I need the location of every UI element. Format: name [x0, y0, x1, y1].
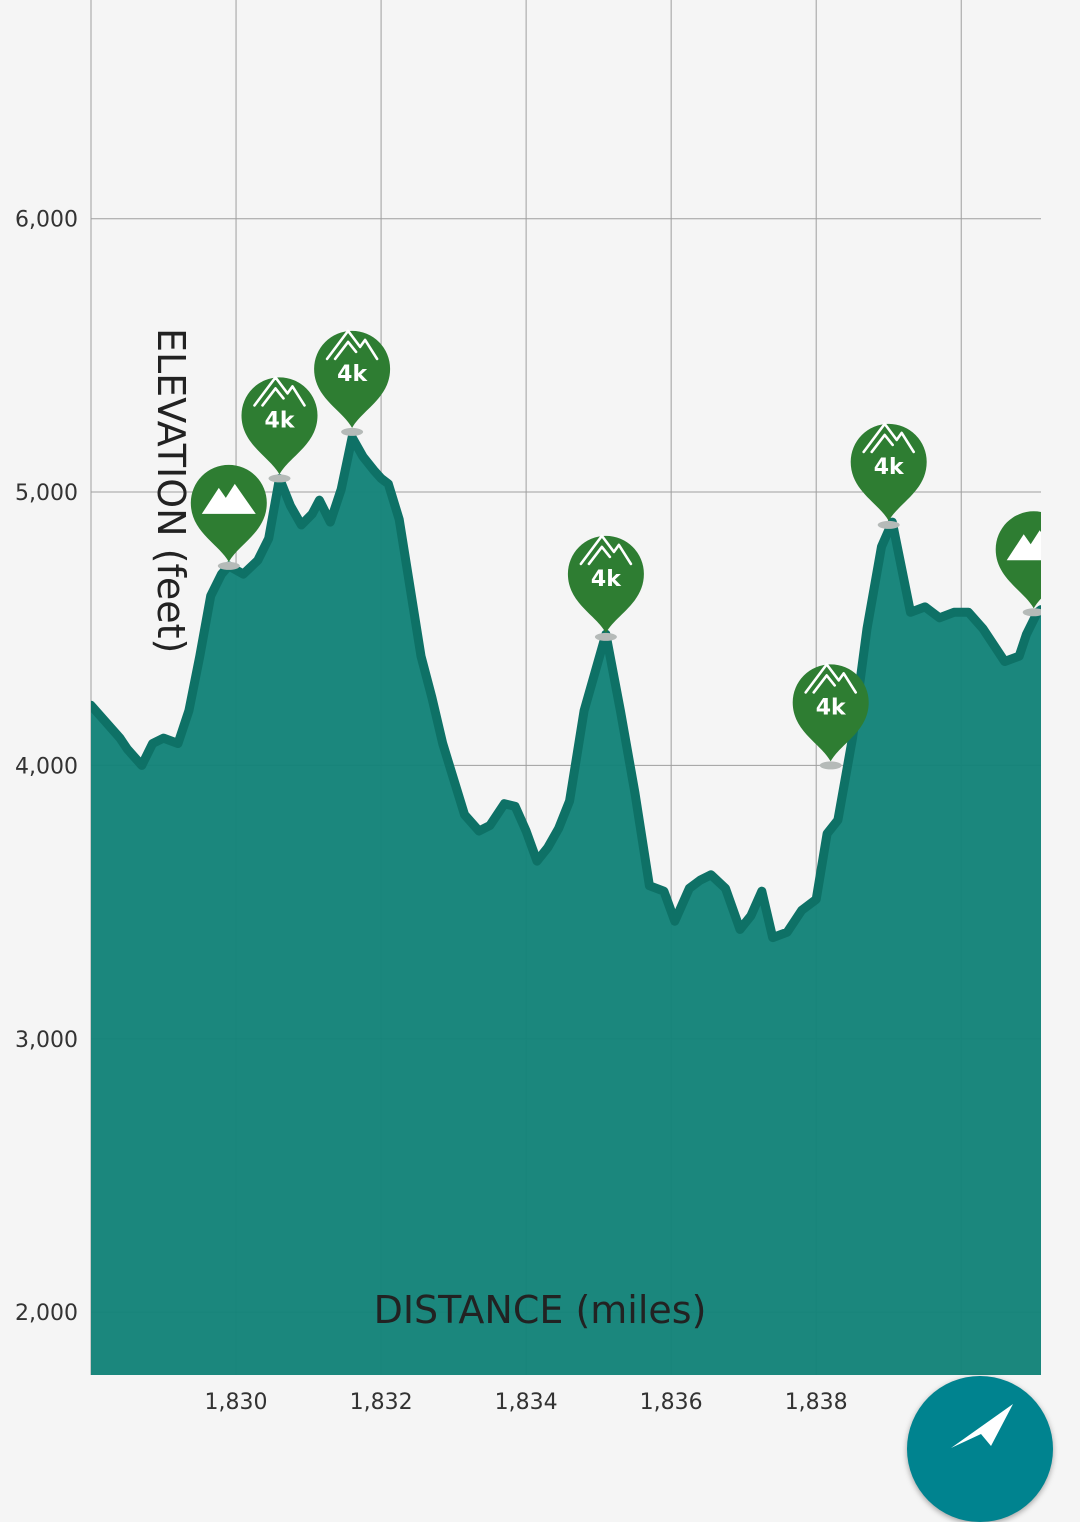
peak-4k-marker[interactable]: 4k: [567, 534, 644, 641]
pin-shadow: [594, 632, 617, 641]
x-tick-label: 1,838: [785, 1390, 848, 1415]
peak-4k-label: 4k: [874, 455, 905, 480]
peak-4k-label: 4k: [591, 567, 622, 592]
mountain-solid-icon: [201, 483, 256, 514]
mountain-solid-icon: [1006, 530, 1041, 561]
peak-4k-marker[interactable]: 4k: [241, 376, 318, 483]
pin-shadow: [268, 474, 291, 483]
elevation-line: [91, 432, 1041, 943]
y-tick-label: 5,000: [15, 481, 78, 506]
pin-shadow: [217, 561, 240, 570]
y-tick-label: 3,000: [15, 1028, 78, 1053]
map-pin-icon: [314, 330, 391, 428]
map-pin-icon: [850, 423, 927, 521]
x-tick-label: 1,836: [640, 1390, 703, 1415]
y-tick-label: 6,000: [15, 208, 78, 233]
navigation-arrow-icon: [951, 1404, 1013, 1448]
peak-4k-marker[interactable]: 4k: [850, 422, 927, 529]
map-pin-icon: [792, 664, 869, 762]
pin-shadow: [819, 761, 842, 770]
mountain-outline-icon: [579, 534, 633, 566]
navigation-fab-button[interactable]: [907, 1376, 1053, 1522]
peak-4k-marker[interactable]: 4k: [314, 329, 391, 436]
peak-4k-marker[interactable]: 4k: [792, 663, 869, 770]
peak-4k-label: 4k: [816, 695, 847, 720]
map-pin-icon: [241, 377, 318, 475]
map-pin-icon: [567, 535, 644, 633]
pin-shadow: [877, 520, 900, 529]
mountain-outline-icon: [804, 663, 858, 694]
y-tick-label: 4,000: [15, 754, 78, 779]
summit-marker[interactable]: [190, 464, 267, 570]
pin-shadow: [341, 427, 364, 436]
x-tick-label: 1,834: [495, 1390, 558, 1415]
mountain-outline-icon: [325, 329, 379, 361]
elevation-chart: 2,000 3,000 4,000 5,000 6,000 1,830 1,832 1,83…: [15, 0, 1072, 1415]
summit-marker[interactable]: [995, 511, 1072, 617]
pin-shadow: [1022, 608, 1041, 617]
mountain-outline-icon: [253, 376, 306, 407]
y-axis-title: ELEVATION (feet): [149, 328, 193, 653]
elevation-area: [91, 437, 1041, 1375]
x-tick-label: 1,832: [350, 1390, 413, 1415]
peak-4k-label: 4k: [265, 408, 296, 433]
mountain-outline-icon: [862, 422, 916, 454]
x-axis-title: DISTANCE (miles): [374, 1288, 707, 1332]
x-tick-label: 1,830: [205, 1390, 268, 1415]
peak-4k-label: 4k: [337, 362, 368, 387]
y-tick-label: 2,000: [15, 1301, 78, 1326]
